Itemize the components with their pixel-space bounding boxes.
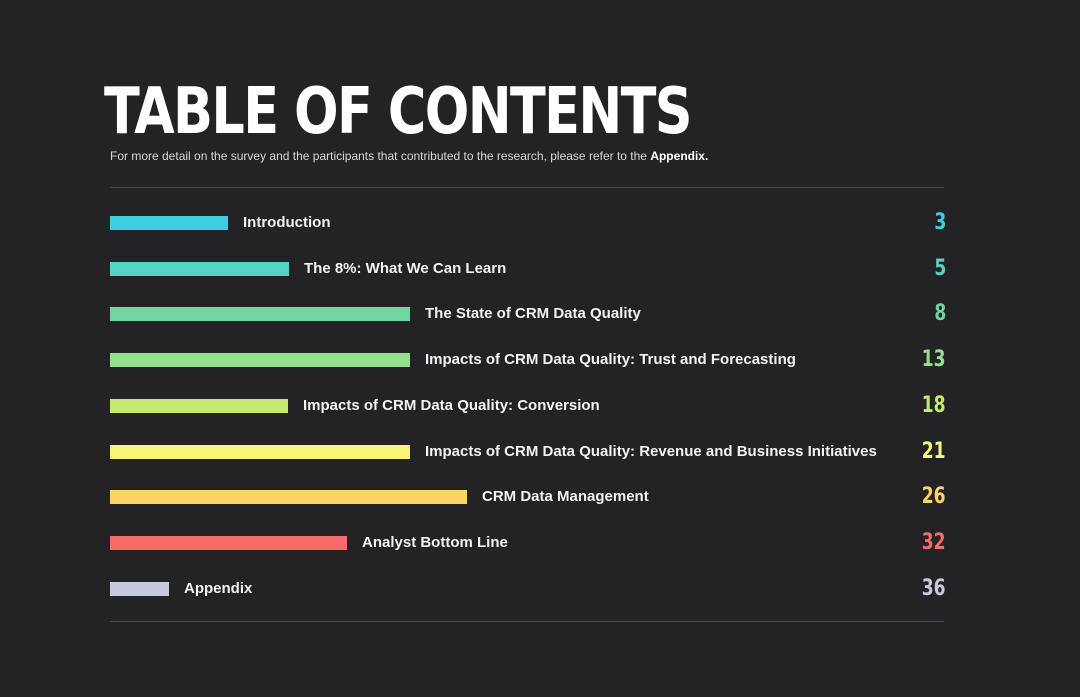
bottom-divider	[110, 621, 944, 622]
toc-item-appendix[interactable]: Appendix 36	[110, 574, 946, 604]
toc-item-label: Introduction	[243, 214, 331, 231]
toc-bar	[110, 262, 289, 276]
toc-item-page: 18	[922, 393, 946, 418]
toc-bar	[110, 536, 347, 550]
toc-item-page: 13	[922, 347, 946, 372]
toc-item-analyst-bottom-line[interactable]: Analyst Bottom Line 32	[110, 528, 946, 558]
toc-bar	[110, 307, 410, 321]
toc-item-label: Impacts of CRM Data Quality: Revenue and…	[425, 443, 877, 460]
toc-item-page: 36	[922, 576, 946, 601]
toc-item-state-of-crm-data-quality[interactable]: The State of CRM Data Quality 8	[110, 299, 946, 329]
page-subtitle: For more detail on the survey and the pa…	[110, 149, 708, 163]
toc-bar	[110, 582, 169, 596]
toc-item-label: The 8%: What We Can Learn	[304, 260, 507, 277]
toc-bar	[110, 490, 467, 504]
toc-bar	[110, 353, 410, 367]
toc-item-crm-data-management[interactable]: CRM Data Management 26	[110, 482, 946, 512]
toc-item-label: Impacts of CRM Data Quality: Conversion	[303, 397, 600, 414]
toc-bar	[110, 445, 410, 459]
toc-item-label: The State of CRM Data Quality	[425, 305, 641, 322]
toc-item-the-8-percent[interactable]: The 8%: What We Can Learn 5	[110, 254, 946, 284]
toc-item-page: 3	[934, 210, 946, 235]
toc-item-label: Impacts of CRM Data Quality: Trust and F…	[425, 351, 796, 368]
toc-item-revenue-and-business-initiatives[interactable]: Impacts of CRM Data Quality: Revenue and…	[110, 437, 946, 467]
toc-item-page: 5	[934, 256, 946, 281]
toc-item-trust-and-forecasting[interactable]: Impacts of CRM Data Quality: Trust and F…	[110, 345, 946, 375]
appendix-link[interactable]: Appendix.	[650, 149, 709, 163]
toc-item-page: 21	[922, 439, 946, 464]
top-divider	[110, 187, 944, 188]
toc-item-label: CRM Data Management	[482, 488, 649, 505]
toc-item-page: 8	[934, 301, 946, 326]
page-title: TABLE OF CONTENTS	[104, 75, 693, 149]
toc-item-label: Appendix	[184, 580, 253, 597]
toc-item-label: Analyst Bottom Line	[362, 534, 508, 551]
subtitle-text: For more detail on the survey and the pa…	[110, 149, 651, 163]
toc-item-conversion[interactable]: Impacts of CRM Data Quality: Conversion …	[110, 391, 946, 421]
toc-item-introduction[interactable]: Introduction 3	[110, 208, 946, 238]
toc-item-page: 26	[922, 484, 946, 509]
toc-item-page: 32	[922, 530, 946, 555]
toc-bar	[110, 399, 288, 413]
toc-bar	[110, 216, 228, 230]
